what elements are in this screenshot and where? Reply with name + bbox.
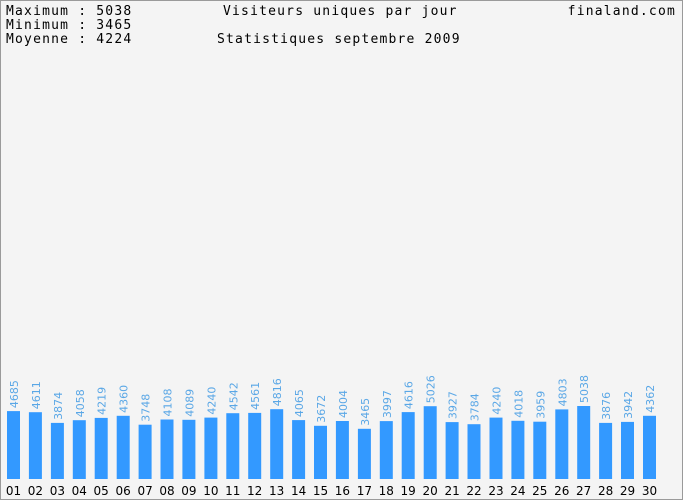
bar-26	[555, 409, 569, 479]
bar-07	[138, 424, 152, 479]
value-label-13: 4816	[271, 378, 284, 406]
bar-13	[270, 409, 284, 479]
value-label-18: 3997	[381, 390, 394, 418]
bar-02	[28, 412, 42, 479]
value-label-22: 3784	[469, 393, 482, 421]
value-label-23: 4240	[491, 387, 504, 415]
value-label-26: 4803	[556, 378, 569, 406]
value-label-02: 4611	[30, 381, 43, 409]
value-label-06: 4360	[118, 385, 131, 413]
x-tick-label-14: 14	[291, 484, 306, 498]
bar-14	[292, 420, 306, 479]
bar-23	[489, 417, 503, 479]
bar-06	[116, 415, 130, 479]
value-label-04: 4058	[74, 389, 87, 417]
x-tick-label-21: 21	[444, 484, 459, 498]
bar-09	[182, 419, 196, 479]
bar-03	[50, 422, 64, 479]
bar-11	[226, 413, 240, 479]
stat-average: Moyenne : 4224	[6, 32, 133, 47]
value-label-09: 4089	[183, 389, 196, 417]
x-tick-label-06: 06	[116, 484, 131, 498]
x-tick-label-11: 11	[225, 484, 240, 498]
x-tick-label-28: 28	[598, 484, 613, 498]
x-tick-label-29: 29	[620, 484, 635, 498]
x-tick-label-09: 09	[181, 484, 196, 498]
bar-01	[7, 411, 20, 479]
value-label-15: 3672	[315, 395, 328, 423]
bar-10	[204, 417, 218, 479]
x-tick-label-01: 01	[6, 484, 21, 498]
bar-27	[577, 406, 591, 479]
value-label-20: 5026	[425, 375, 438, 403]
x-tick-label-19: 19	[401, 484, 416, 498]
bar-30	[643, 415, 656, 479]
x-tick-label-20: 20	[423, 484, 438, 498]
bar-21	[445, 422, 459, 479]
value-label-16: 4004	[337, 390, 350, 418]
value-label-03: 3874	[52, 392, 65, 420]
x-tick-label-15: 15	[313, 484, 328, 498]
bar-08	[160, 419, 174, 479]
value-label-05: 4219	[96, 387, 109, 415]
stat-minimum: Minimum : 3465	[6, 18, 133, 33]
bar-22	[467, 424, 481, 479]
chart-subtitle: Statistiques septembre 2009	[217, 32, 461, 47]
value-label-19: 4616	[403, 381, 416, 409]
x-tick-label-25: 25	[532, 484, 547, 498]
x-tick-label-12: 12	[247, 484, 262, 498]
stat-maximum: Maximum : 5038	[6, 4, 133, 19]
x-tick-label-04: 04	[72, 484, 87, 498]
value-label-08: 4108	[162, 389, 175, 417]
value-label-21: 3927	[447, 391, 460, 419]
x-tick-label-24: 24	[510, 484, 525, 498]
value-label-01: 4685	[8, 380, 21, 408]
bar-29	[621, 421, 634, 479]
x-tick-label-13: 13	[269, 484, 284, 498]
x-tick-label-23: 23	[488, 484, 503, 498]
bar-24	[511, 420, 525, 479]
x-tick-label-26: 26	[554, 484, 569, 498]
bar-19	[401, 412, 415, 479]
x-tick-label-22: 22	[466, 484, 481, 498]
value-label-14: 4065	[293, 389, 306, 417]
x-tick-label-18: 18	[379, 484, 394, 498]
value-label-12: 4561	[249, 382, 262, 410]
x-tick-label-07: 07	[137, 484, 152, 498]
value-label-07: 3748	[140, 394, 153, 422]
bar-05	[94, 417, 108, 479]
bar-18	[379, 421, 393, 479]
bar-04	[72, 420, 86, 479]
bar-12	[248, 412, 262, 479]
value-label-27: 5038	[578, 375, 591, 403]
x-tick-label-16: 16	[335, 484, 350, 498]
value-label-24: 4018	[512, 390, 525, 418]
value-label-10: 4240	[205, 387, 218, 415]
value-label-11: 4542	[227, 382, 240, 410]
chart-title: Visiteurs uniques par jour	[223, 4, 458, 19]
bar-28	[599, 422, 613, 479]
bar-25	[533, 421, 547, 479]
site-name: finaland.com	[567, 4, 676, 19]
value-label-28: 3876	[600, 392, 613, 420]
x-tick-label-02: 02	[28, 484, 43, 498]
bar-16	[335, 421, 349, 479]
x-tick-label-03: 03	[50, 484, 65, 498]
x-tick-label-05: 05	[94, 484, 109, 498]
x-tick-label-08: 08	[159, 484, 174, 498]
bar-20	[423, 406, 437, 479]
value-label-25: 3959	[534, 391, 547, 419]
x-tick-label-30: 30	[642, 484, 657, 498]
value-label-17: 3465	[359, 398, 372, 426]
x-tick-label-17: 17	[357, 484, 372, 498]
bar-17	[357, 428, 371, 479]
bar-15	[314, 425, 327, 479]
x-tick-label-10: 10	[203, 484, 218, 498]
x-tick-label-27: 27	[576, 484, 591, 498]
value-label-30: 4362	[644, 385, 657, 413]
value-label-29: 3942	[622, 391, 635, 419]
